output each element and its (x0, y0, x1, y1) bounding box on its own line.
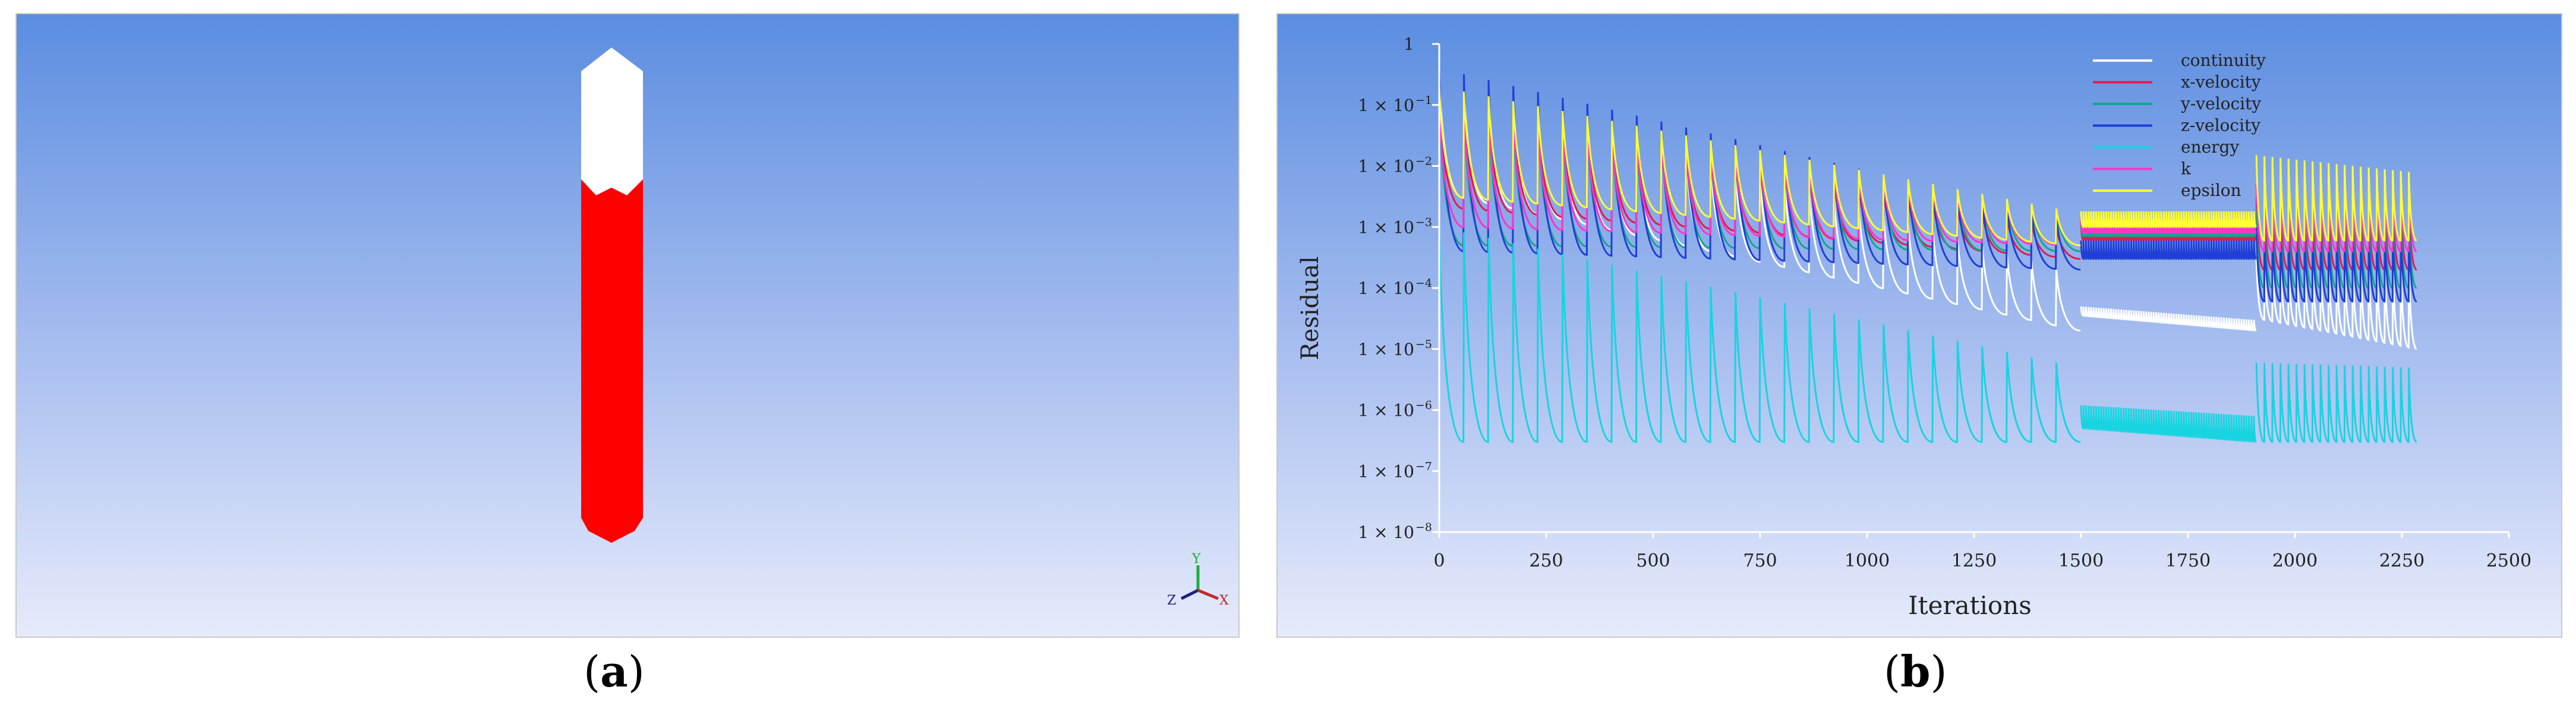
axis-triad: Y Z X (1167, 552, 1229, 608)
column-lower-region (581, 179, 643, 543)
x-tick-label: 1250 (1951, 551, 1997, 571)
legend-label-k: k (2181, 159, 2192, 179)
column-upper-region (581, 48, 643, 195)
series-line-z-velocity (1438, 68, 2417, 303)
model-view-svg: Y Z X (581, 48, 1229, 608)
x-tick-label: 1750 (2165, 551, 2211, 571)
x-tick-label: 2500 (2486, 551, 2531, 571)
y-tick-exponent: −6 (1415, 399, 1432, 412)
y-tick-exponent: −4 (1415, 277, 1432, 290)
axis-x-arrow (1197, 589, 1219, 600)
y-tick-label: 1 × 10 (1358, 157, 1414, 176)
legend-label-z-velocity: z-velocity (2181, 116, 2260, 135)
residuals-chart: 0 250 500 750 1000 1250 1500 1750 2000 2250 2500 1 1… (1297, 34, 2531, 620)
y-tick-label: 1 × 10 (1358, 523, 1414, 542)
axis-y-label: Y (1191, 552, 1201, 567)
x-tick-label: 2250 (2379, 551, 2424, 571)
y-tick-exponent: −2 (1415, 155, 1432, 168)
legend-label-epsilon: epsilon (2181, 181, 2241, 200)
series-line-epsilon (1438, 86, 2417, 246)
series-line-y-velocity (1438, 105, 2417, 289)
axis-z-arrow (1180, 589, 1199, 600)
x-tick-label: 0 (1433, 551, 1445, 571)
y-tick-exponent: −5 (1415, 338, 1432, 351)
x-tick-label: 750 (1743, 551, 1777, 571)
y-tick-label: 1 × 10 (1358, 279, 1414, 298)
series-layer (1438, 68, 2417, 443)
y-tick-label: 1 × 10 (1358, 401, 1414, 420)
x-tick-label: 500 (1636, 551, 1670, 571)
axes-layer: 0 250 500 750 1000 1250 1500 1750 2000 2250 2500 1 1… (1358, 34, 2531, 571)
y-tick-exponent: −1 (1415, 94, 1432, 107)
caption-a: (a) (584, 646, 645, 697)
axis-z-label: Z (1167, 593, 1176, 608)
series-line-k (1438, 105, 2417, 252)
y-tick-label: 1 × 10 (1358, 340, 1414, 359)
caption-b: (b) (1884, 646, 1947, 697)
series-line-x-velocity (1438, 94, 2417, 271)
series-line-energy (1438, 227, 2417, 443)
x-tick-label: 250 (1529, 551, 1563, 571)
legend-label-x-velocity: x-velocity (2181, 72, 2261, 92)
x-tick-label: 2000 (2272, 551, 2318, 571)
series-line-continuity (1438, 75, 2417, 350)
y-tick-label: 1 × 10 (1358, 461, 1414, 481)
legend-label-energy: energy (2181, 137, 2239, 157)
x-tick-label: 1000 (1844, 551, 1890, 571)
residuals-chart-panel: 0 250 500 750 1000 1250 1500 1750 2000 2250 2500 1 1… (1276, 13, 2562, 638)
model-view-panel: Y Z X (15, 13, 1240, 638)
x-tick-label: 1500 (2058, 551, 2104, 571)
x-axis-label: Iterations (1908, 591, 2032, 620)
y-tick-label: 1 × 10 (1358, 96, 1414, 115)
y-axis-label: Residual (1297, 256, 1324, 360)
y-tick-label: 1 × 10 (1358, 217, 1414, 237)
y-tick-exponent: −8 (1415, 521, 1432, 534)
caption-a-letter: a (600, 646, 628, 697)
axis-x-label: X (1219, 593, 1229, 608)
legend-label-continuity: continuity (2181, 50, 2266, 70)
y-tick-exponent: −3 (1415, 216, 1432, 229)
y-tick-label: 1 (1404, 34, 1414, 54)
caption-b-letter: b (1900, 646, 1931, 697)
y-tick-exponent: −7 (1415, 460, 1432, 473)
legend-label-y-velocity: y-velocity (2180, 94, 2261, 113)
